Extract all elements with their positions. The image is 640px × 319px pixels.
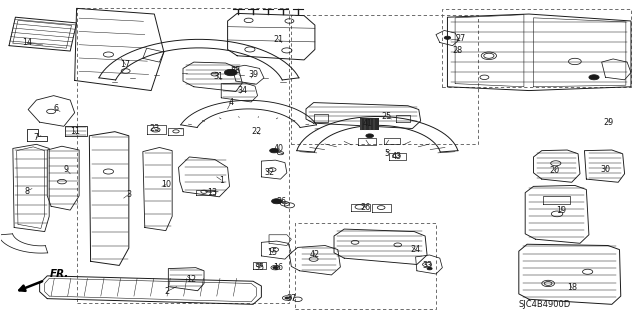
- Text: 34: 34: [237, 86, 247, 95]
- Circle shape: [271, 199, 282, 204]
- Text: 4: 4: [228, 98, 234, 107]
- Text: 9: 9: [64, 165, 69, 174]
- Text: 29: 29: [604, 118, 614, 127]
- Circle shape: [427, 267, 432, 270]
- Circle shape: [273, 266, 278, 269]
- Text: 40: 40: [273, 144, 284, 153]
- Text: 42: 42: [310, 250, 320, 259]
- Text: 17: 17: [120, 60, 131, 69]
- Text: 41: 41: [363, 119, 372, 128]
- Bar: [442, 9, 631, 87]
- Text: 2: 2: [164, 287, 170, 296]
- Circle shape: [444, 36, 451, 39]
- Circle shape: [285, 297, 289, 299]
- Text: 11: 11: [70, 127, 79, 136]
- Text: 25: 25: [382, 112, 392, 121]
- Text: 26: 26: [361, 203, 371, 212]
- Text: 32: 32: [264, 168, 274, 177]
- Text: 28: 28: [452, 46, 462, 55]
- Bar: [291, 15, 478, 144]
- Text: FR.: FR.: [50, 269, 69, 279]
- Text: 30: 30: [600, 165, 611, 174]
- Circle shape: [589, 75, 599, 80]
- Bar: [77, 8, 289, 303]
- Text: 6: 6: [53, 104, 58, 113]
- Text: 24: 24: [410, 245, 420, 254]
- Text: 10: 10: [161, 180, 171, 189]
- Text: 20: 20: [549, 166, 559, 175]
- Circle shape: [366, 134, 374, 138]
- Text: 19: 19: [556, 206, 566, 215]
- Text: 31: 31: [213, 72, 223, 81]
- Text: 27: 27: [455, 34, 465, 43]
- Text: 14: 14: [22, 38, 32, 47]
- Circle shape: [225, 69, 237, 76]
- Text: 18: 18: [566, 283, 577, 292]
- Text: 8: 8: [24, 187, 29, 196]
- Text: 12: 12: [186, 275, 196, 284]
- Text: 38: 38: [231, 66, 241, 75]
- Text: 15: 15: [267, 248, 277, 257]
- Circle shape: [269, 148, 278, 153]
- Text: 13: 13: [207, 188, 217, 197]
- Text: 36: 36: [276, 197, 287, 206]
- Text: 7: 7: [34, 133, 39, 142]
- Text: 23: 23: [149, 124, 159, 133]
- Bar: [360, 118, 379, 130]
- Text: 3: 3: [126, 190, 131, 199]
- Text: 22: 22: [251, 127, 261, 136]
- Text: 1: 1: [219, 175, 224, 185]
- Text: 16: 16: [273, 263, 284, 271]
- Text: 39: 39: [248, 70, 258, 79]
- Bar: [294, 223, 436, 309]
- Text: 33: 33: [422, 261, 432, 270]
- Text: 35: 35: [255, 263, 264, 271]
- Text: SJC4B4900D: SJC4B4900D: [519, 300, 571, 309]
- Text: 43: 43: [392, 152, 401, 161]
- Text: 37: 37: [286, 293, 296, 302]
- Text: 5: 5: [385, 149, 390, 158]
- Text: 21: 21: [273, 35, 284, 44]
